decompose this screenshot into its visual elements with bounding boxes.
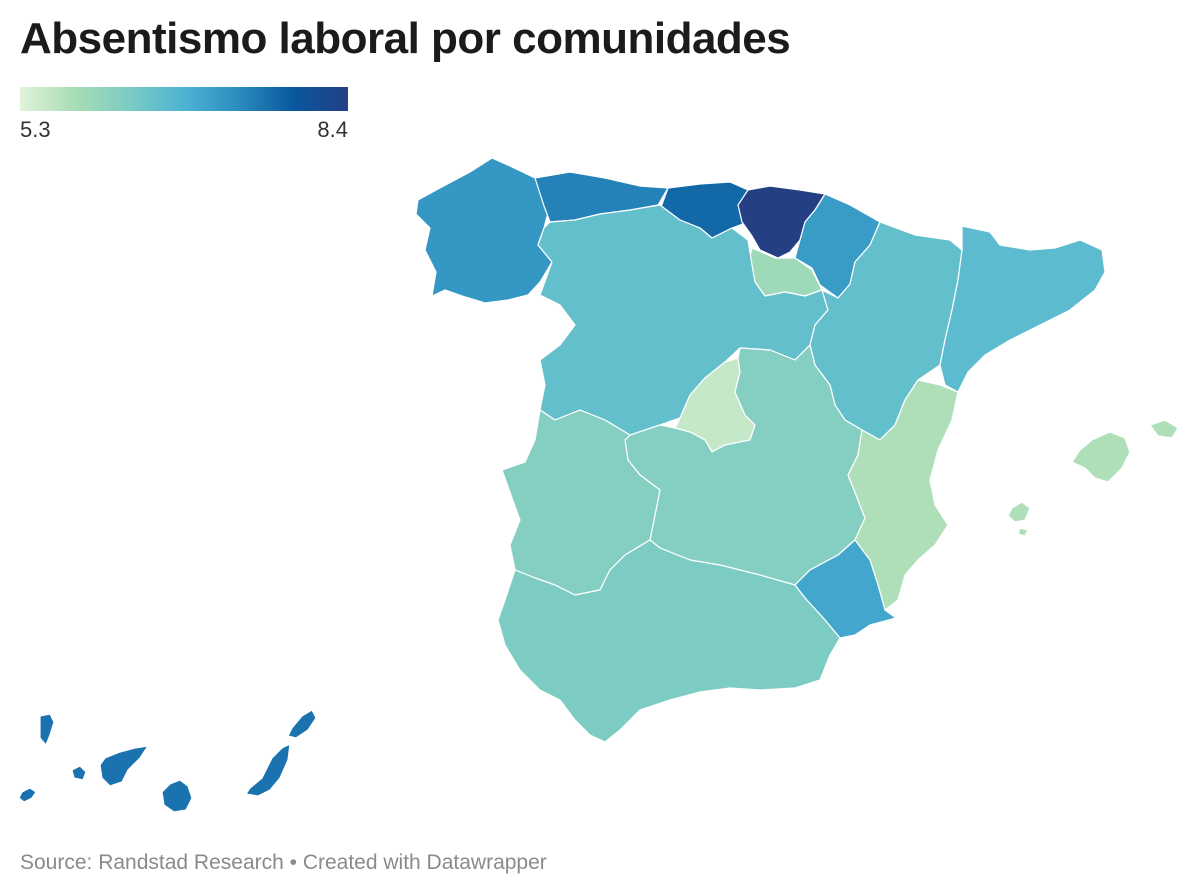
map-title: Absentismo laboral por comunidades [20, 14, 791, 63]
region-galicia[interactable] [415, 157, 553, 304]
legend-gradient-bar [20, 87, 348, 111]
color-legend: 5.3 8.4 [20, 87, 348, 142]
region-murcia[interactable] [794, 539, 897, 639]
legend-max-label: 8.4 [317, 117, 348, 142]
region-baleares[interactable] [1007, 419, 1179, 537]
region-canarias[interactable] [18, 709, 317, 813]
region-andalucia[interactable] [497, 539, 841, 743]
region-cataluna[interactable] [939, 225, 1106, 393]
legend-min-label: 5.3 [20, 117, 51, 142]
source-footer: Source: Randstad Research • Created with… [20, 851, 547, 874]
region-pais-vasco[interactable] [737, 185, 826, 259]
